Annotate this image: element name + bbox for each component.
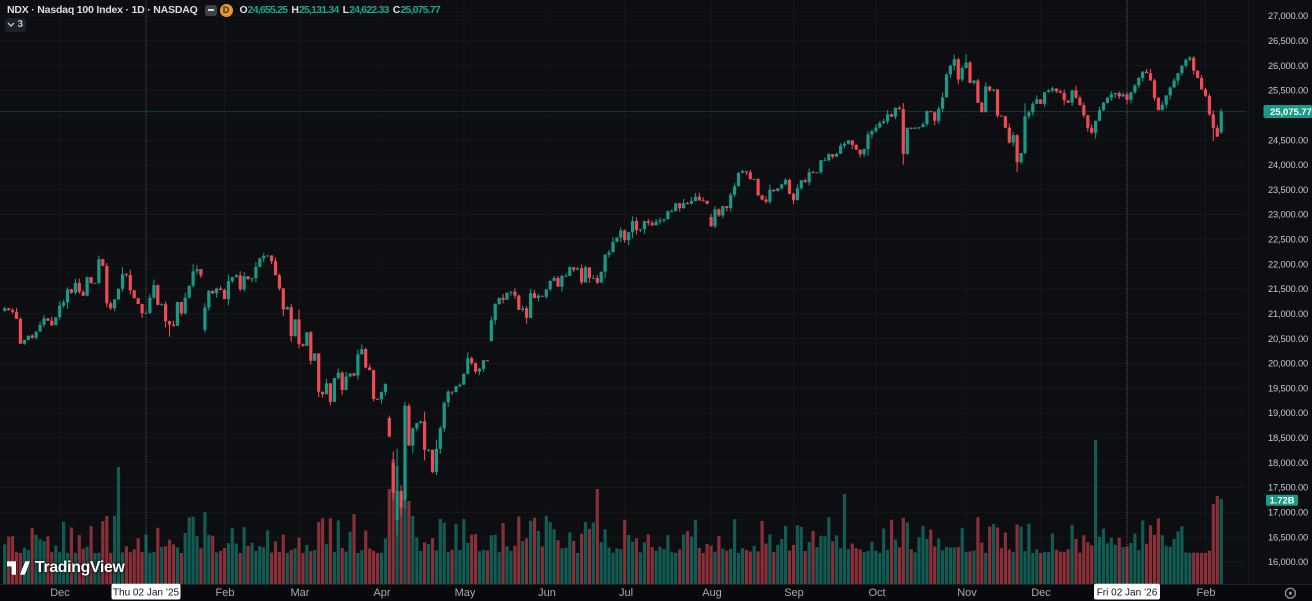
svg-text:May: May	[455, 587, 476, 599]
svg-text:26,000.00: 26,000.00	[1268, 61, 1308, 71]
svg-text:18,500.00: 18,500.00	[1268, 433, 1308, 443]
svg-text:Mar: Mar	[291, 587, 310, 599]
svg-text:Jun: Jun	[538, 587, 556, 599]
svg-text:17,000.00: 17,000.00	[1268, 508, 1308, 518]
svg-text:18,000.00: 18,000.00	[1268, 458, 1308, 468]
svg-text:1.72B: 1.72B	[1270, 495, 1295, 505]
svg-text:19,000.00: 19,000.00	[1268, 408, 1308, 418]
svg-text:21,500.00: 21,500.00	[1268, 284, 1308, 294]
svg-text:Jul: Jul	[619, 587, 633, 599]
svg-text:Oct: Oct	[868, 587, 885, 599]
svg-text:Feb: Feb	[216, 587, 235, 599]
svg-text:Feb: Feb	[1197, 587, 1216, 599]
svg-text:Nov: Nov	[957, 587, 977, 599]
svg-text:21,000.00: 21,000.00	[1268, 309, 1308, 319]
svg-text:17,500.00: 17,500.00	[1268, 483, 1308, 493]
svg-text:22,500.00: 22,500.00	[1268, 235, 1308, 245]
svg-text:25,500.00: 25,500.00	[1268, 86, 1308, 96]
svg-text:19,500.00: 19,500.00	[1268, 383, 1308, 393]
svg-text:Sep: Sep	[784, 587, 804, 599]
svg-text:25,075.77: 25,075.77	[1270, 107, 1312, 118]
svg-text:23,500.00: 23,500.00	[1268, 185, 1308, 195]
svg-text:Apr: Apr	[373, 587, 390, 599]
svg-text:Dec: Dec	[1031, 587, 1051, 599]
svg-text:Fri 02 Jan ’26: Fri 02 Jan ’26	[1097, 588, 1158, 599]
svg-text:Thu 02 Jan ’25: Thu 02 Jan ’25	[113, 588, 180, 599]
svg-text:Dec: Dec	[50, 587, 70, 599]
svg-text:24,500.00: 24,500.00	[1268, 135, 1308, 145]
svg-text:16,500.00: 16,500.00	[1268, 532, 1308, 542]
svg-text:20,000.00: 20,000.00	[1268, 359, 1308, 369]
svg-text:22,000.00: 22,000.00	[1268, 259, 1308, 269]
svg-text:26,500.00: 26,500.00	[1268, 36, 1308, 46]
svg-text:20,500.00: 20,500.00	[1268, 334, 1308, 344]
svg-text:23,000.00: 23,000.00	[1268, 210, 1308, 220]
svg-text:16,000.00: 16,000.00	[1268, 557, 1308, 567]
svg-text:24,000.00: 24,000.00	[1268, 160, 1308, 170]
svg-text:Aug: Aug	[702, 587, 722, 599]
svg-text:27,000.00: 27,000.00	[1268, 11, 1308, 21]
